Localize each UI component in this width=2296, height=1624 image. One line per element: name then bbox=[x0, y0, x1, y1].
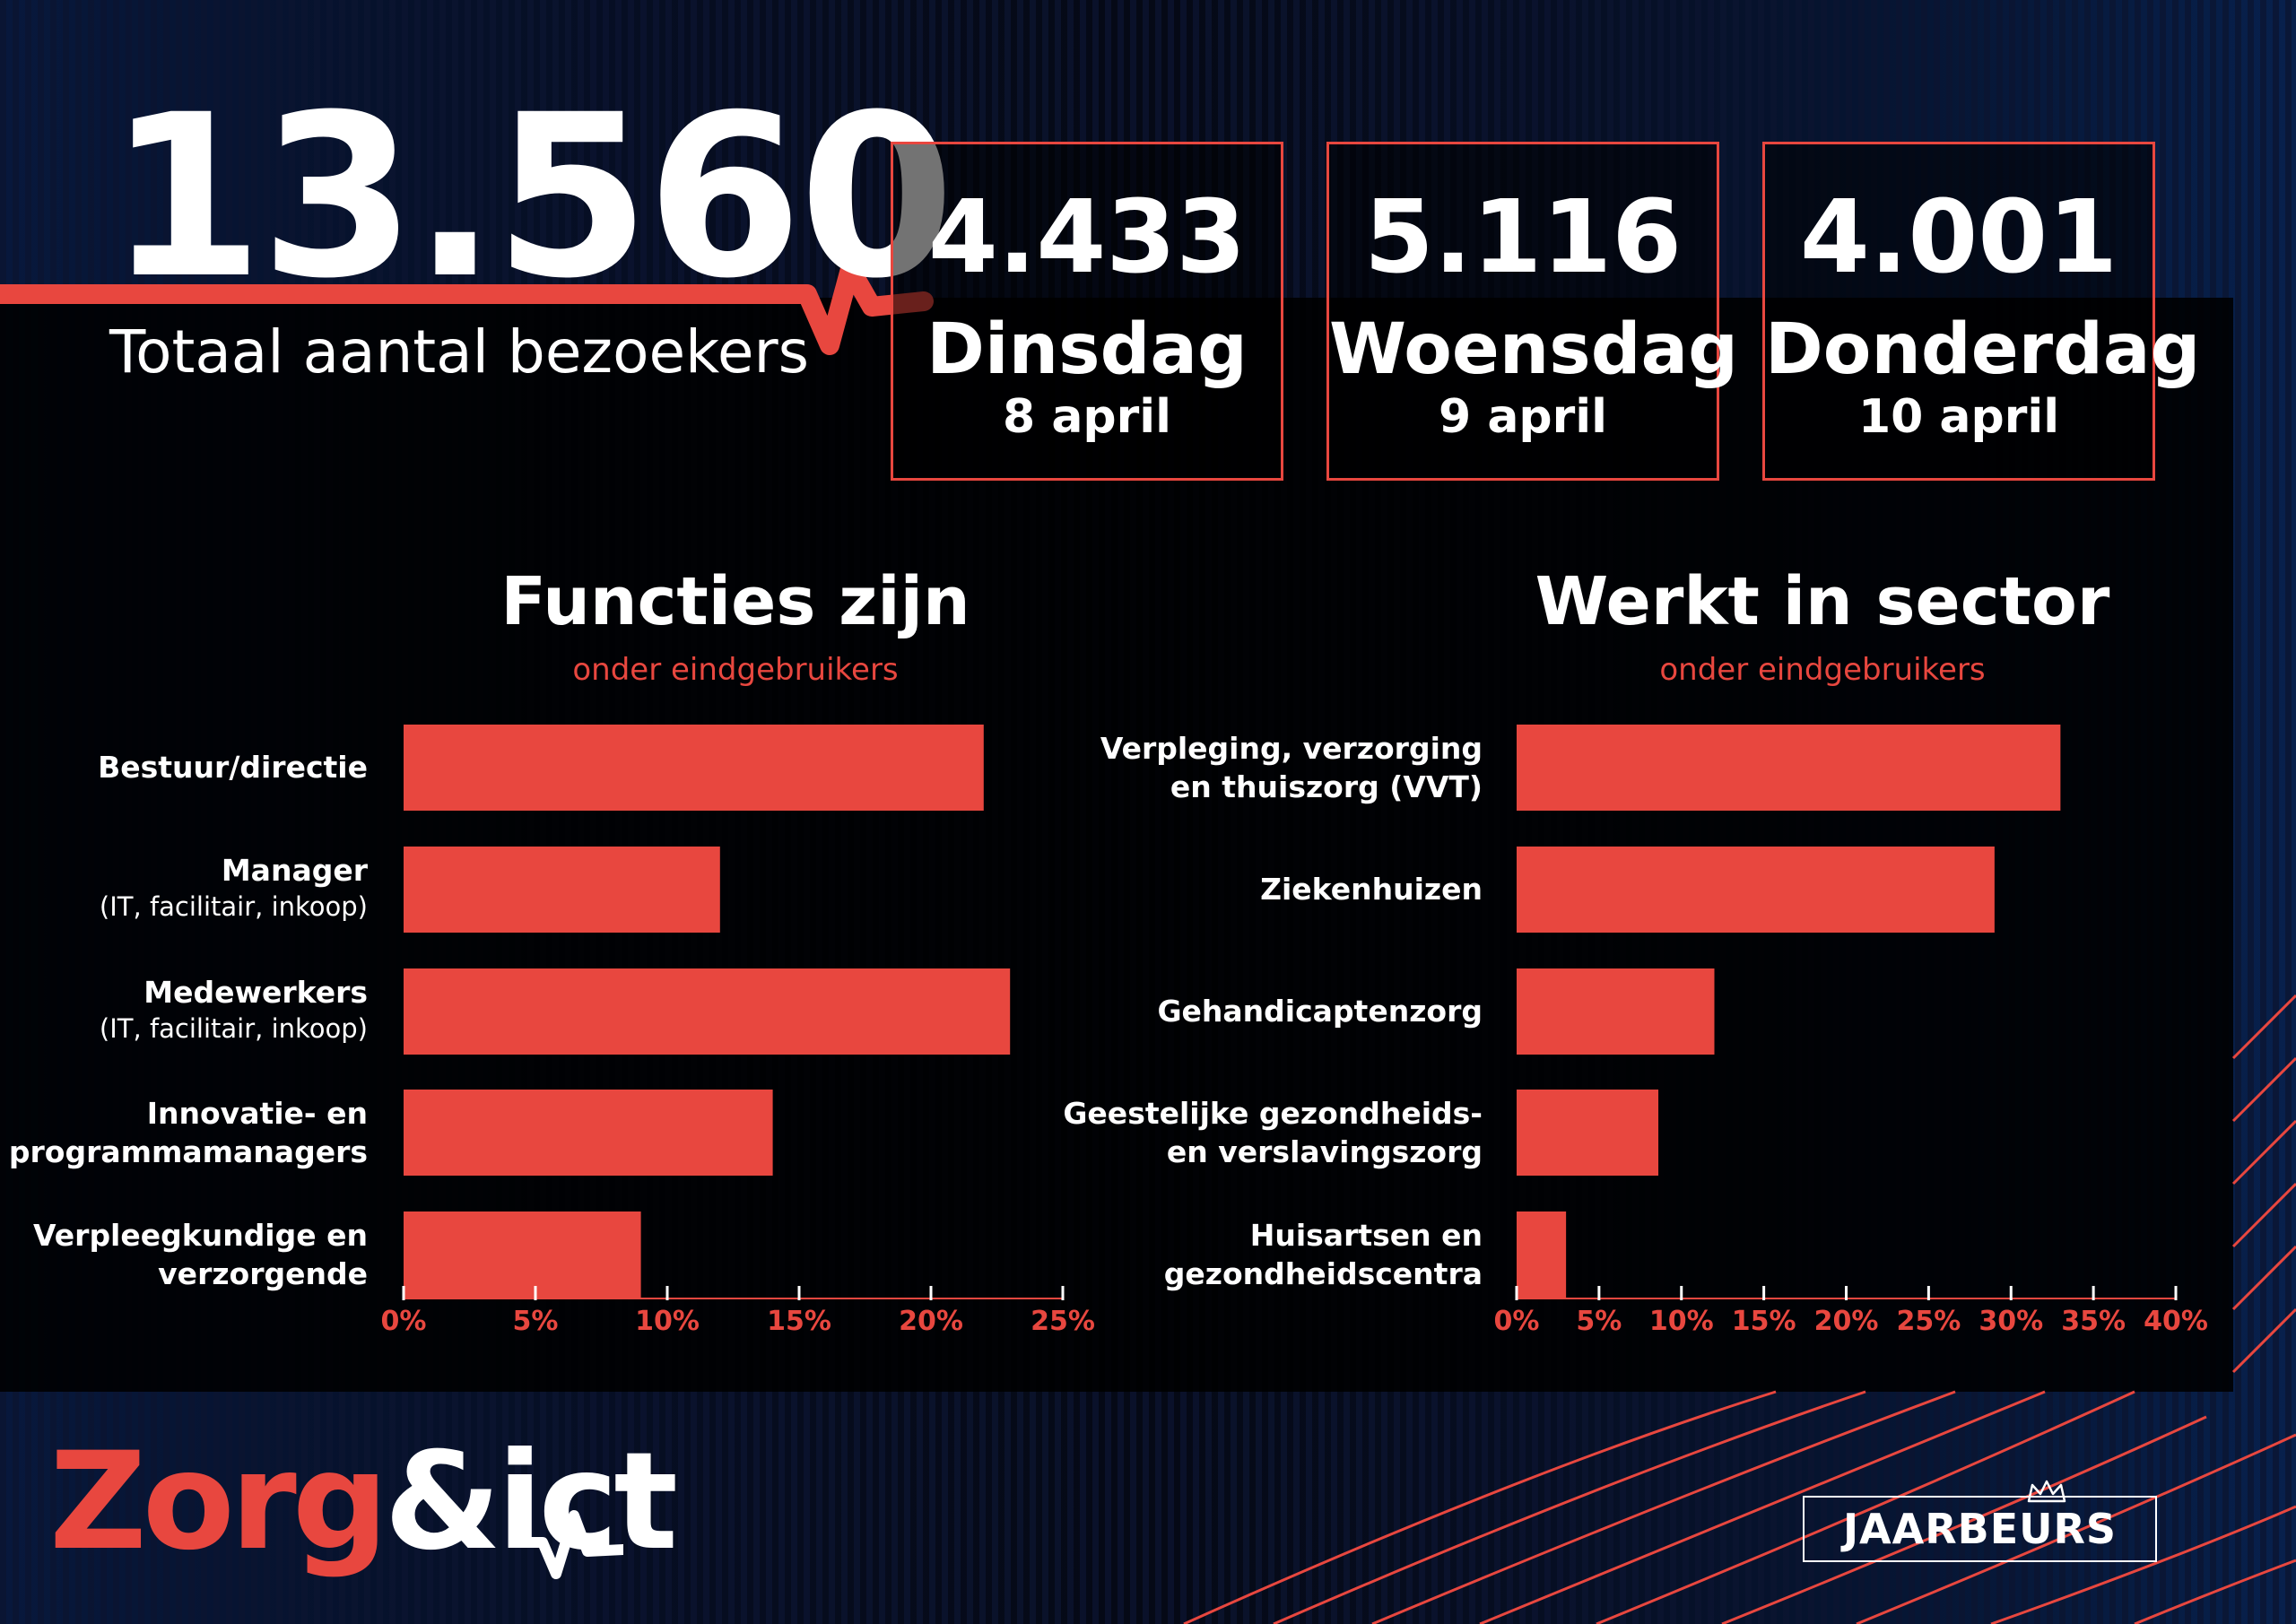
jaarbeurs-logo: JAARBEURS bbox=[1803, 1496, 2157, 1562]
day-count: 4.001 bbox=[1799, 179, 2118, 296]
day-box-tuesday: 4.433 Dinsdag 8 april bbox=[891, 142, 1283, 481]
day-name: Donderdag bbox=[1765, 309, 2201, 390]
day-date: 9 april bbox=[1439, 390, 1607, 444]
day-box-thursday: 4.001 Donderdag 10 april bbox=[1762, 142, 2201, 481]
header: 13.560 Totaal aantal bezoekers 4.433 Din… bbox=[0, 0, 2296, 502]
day-box-wednesday: 5.116 Woensdag 9 april bbox=[1326, 142, 1739, 481]
day-name: Woensdag bbox=[1329, 309, 1739, 390]
logo-text-zorg: Zorg bbox=[49, 1424, 388, 1580]
decorative-diagonal-lines bbox=[1183, 994, 2296, 1624]
zorg-ict-logo: Zorg&ict bbox=[49, 1435, 678, 1569]
day-count: 4.433 bbox=[927, 179, 1247, 296]
day-date: 10 april bbox=[1857, 390, 2060, 444]
crown-icon bbox=[2027, 1480, 2066, 1503]
chart-subtitle-sector: onder eindgebruikers bbox=[1659, 652, 1986, 688]
chart-title-sector: Werkt in sector bbox=[1535, 563, 2110, 640]
day-count: 5.116 bbox=[1363, 179, 1683, 296]
logo-pulse-icon bbox=[525, 1510, 623, 1579]
day-date: 8 april bbox=[1003, 390, 1171, 444]
total-visitors-label: Totaal aantal bezoekers bbox=[109, 317, 810, 386]
day-name: Dinsdag bbox=[926, 309, 1248, 390]
chart-subtitle-functions: onder eindgebruikers bbox=[572, 652, 899, 688]
chart-title-functions: Functies zijn bbox=[500, 563, 970, 640]
pulse-line bbox=[0, 259, 934, 355]
total-visitors-number: 13.560 bbox=[108, 66, 955, 327]
